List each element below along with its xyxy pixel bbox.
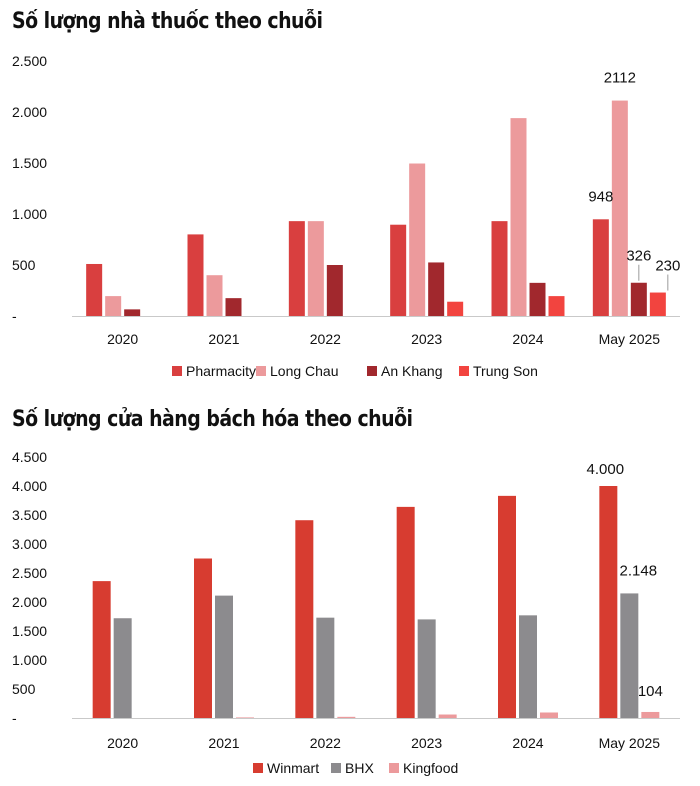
x-category-label: 2023 <box>411 331 442 347</box>
y-tick-label: 1.500 <box>12 623 47 639</box>
bar-pharmacity <box>288 221 305 316</box>
legend-label: Winmart <box>267 760 319 776</box>
bar-trung-son <box>649 292 666 316</box>
data-label: 104 <box>638 683 663 700</box>
bar-an-khang <box>529 282 546 316</box>
chart-title-grocery: Số lượng cửa hàng bách hóa theo chuỗi <box>12 407 413 432</box>
y-tick-label: 4.500 <box>12 449 47 465</box>
legend-label: Trung Son <box>473 363 538 379</box>
legend-swatch <box>172 366 182 376</box>
y-tick-label: 2.500 <box>12 53 47 69</box>
bar-long-chau <box>611 100 628 316</box>
data-label: 230 <box>655 258 680 275</box>
legend-label: An Khang <box>381 363 443 379</box>
x-category-label: 2022 <box>310 331 341 347</box>
bar-kingfood <box>641 711 660 718</box>
data-label: 2112 <box>604 70 636 87</box>
data-label: 2.148 <box>620 562 658 579</box>
bar-long-chau <box>307 221 324 316</box>
bar-bhx <box>215 595 233 718</box>
y-tick-label: 2.000 <box>12 594 47 610</box>
bar-winmart <box>396 506 415 718</box>
x-category-label: 2021 <box>208 331 239 347</box>
bar-trung-son <box>548 296 565 316</box>
x-category-label: May 2025 <box>599 331 661 347</box>
bar-bhx <box>316 617 335 718</box>
bar-kingfood <box>236 717 254 718</box>
grocery-chain-chart: - 500 1.000 1.500 2.000 2.500 3.000 3.500 4.000 4… <box>12 449 680 776</box>
legend-swatch <box>253 763 263 773</box>
legend-label: Long Chau <box>270 363 339 379</box>
y-tick-label: 2.000 <box>12 104 47 120</box>
bar-bhx <box>113 618 132 718</box>
bar-bhx <box>417 619 436 718</box>
bar-an-khang <box>630 282 647 316</box>
bar-trung-son <box>447 301 464 316</box>
bar-winmart <box>498 495 516 718</box>
y-tick-label: 500 <box>12 257 36 273</box>
x-category-label: 2020 <box>107 735 138 751</box>
bar-an-khang <box>326 265 343 316</box>
bar-kingfood <box>337 716 356 718</box>
chart-title-pharmacy: Số lượng nhà thuốc theo chuỗi <box>12 9 323 34</box>
legend-swatch <box>459 366 469 376</box>
bar-winmart <box>295 520 314 718</box>
bar-kingfood <box>540 712 558 718</box>
bar-winmart <box>92 581 111 718</box>
bar-bhx <box>519 615 537 718</box>
x-category-label: 2021 <box>208 735 239 751</box>
bar-pharmacity <box>390 224 407 316</box>
x-category-label: 2024 <box>512 331 543 347</box>
y-tick-label: 1.500 <box>12 155 47 171</box>
bar-kingfood <box>438 714 457 718</box>
bar-pharmacity <box>86 263 103 316</box>
bar-bhx <box>620 593 639 718</box>
bar-pharmacity <box>592 219 609 316</box>
x-category-label: 2024 <box>512 735 543 751</box>
data-label: 4.000 <box>587 461 625 478</box>
bar-winmart <box>599 486 618 718</box>
legend-swatch <box>367 366 377 376</box>
legend-swatch <box>331 763 341 773</box>
pharmacy-chain-chart: - 500 1.000 1.500 2.000 2.500 2020 2021 2022 2023… <box>12 53 680 379</box>
x-category-label: May 2025 <box>599 735 661 751</box>
y-tick-label: 3.000 <box>12 536 47 552</box>
x-category-label: 2023 <box>411 735 442 751</box>
x-category-label: 2022 <box>310 735 341 751</box>
legend-label: Kingfood <box>403 760 458 776</box>
data-label: 948 <box>588 188 613 205</box>
data-label: 326 <box>626 248 651 265</box>
y-tick-label: 1.000 <box>12 206 47 222</box>
legend-label: Pharmacity <box>186 363 256 379</box>
bar-long-chau <box>105 296 122 316</box>
y-tick-label: 500 <box>12 681 36 697</box>
x-category-label: 2020 <box>107 331 138 347</box>
bar-an-khang <box>428 262 445 316</box>
bar-winmart <box>194 558 212 718</box>
bar-pharmacity <box>187 234 204 316</box>
bar-long-chau <box>206 275 223 316</box>
bar-an-khang <box>225 298 242 316</box>
y-tick-label: 1.000 <box>12 652 47 668</box>
bar-pharmacity <box>491 221 508 316</box>
y-tick-label: 2.500 <box>12 565 47 581</box>
legend-swatch <box>389 763 399 773</box>
y-tick-label: - <box>12 308 17 324</box>
y-tick-label: 4.000 <box>12 478 47 494</box>
bar-long-chau <box>409 163 426 316</box>
legend-swatch <box>256 366 266 376</box>
legend-label: BHX <box>345 760 374 776</box>
y-tick-label: - <box>12 710 17 726</box>
bar-long-chau <box>510 118 527 317</box>
bar-an-khang <box>124 309 141 316</box>
y-tick-label: 3.500 <box>12 507 47 523</box>
